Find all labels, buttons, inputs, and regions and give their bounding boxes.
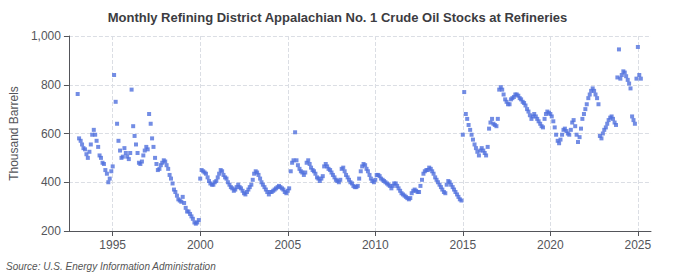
svg-text:Thousand Barrels: Thousand Barrels xyxy=(7,86,21,181)
svg-text:2005: 2005 xyxy=(274,238,301,252)
svg-text:2025: 2025 xyxy=(625,238,652,252)
svg-text:200: 200 xyxy=(41,224,61,238)
svg-text:2015: 2015 xyxy=(449,238,476,252)
svg-text:Monthly Refining District Appa: Monthly Refining District Appalachian No… xyxy=(108,10,568,25)
svg-text:400: 400 xyxy=(41,175,61,189)
svg-text:600: 600 xyxy=(41,127,61,141)
svg-text:2000: 2000 xyxy=(187,238,214,252)
svg-text:Source: U.S. Energy Informatio: Source: U.S. Energy Information Administ… xyxy=(6,261,216,272)
svg-text:1,000: 1,000 xyxy=(31,29,61,43)
svg-text:800: 800 xyxy=(41,78,61,92)
svg-text:2010: 2010 xyxy=(362,238,389,252)
svg-text:1995: 1995 xyxy=(99,238,126,252)
svg-text:2020: 2020 xyxy=(537,238,564,252)
